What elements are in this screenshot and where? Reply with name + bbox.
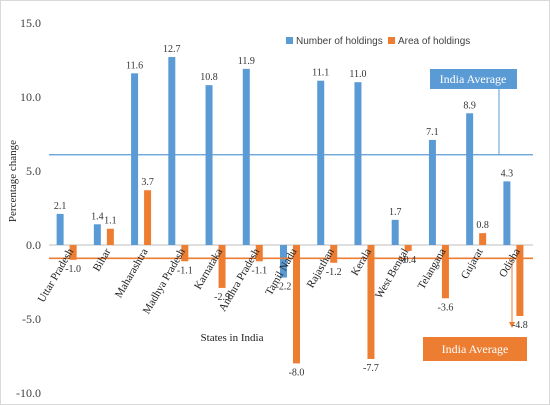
bar-area-of-holdings-andhra-pradesh: [255, 245, 263, 262]
bar-area-of-holdings-telangana: [441, 245, 449, 299]
data-label-number-of-holdings-uttar-pradesh: 2.1: [54, 201, 67, 212]
y-tick-label: 15.0: [20, 16, 41, 30]
bar-number-of-holdings-gujarat: [466, 113, 474, 245]
bar-area-of-holdings-maharashtra: [144, 190, 152, 245]
bar-number-of-holdings-maharashtra: [131, 73, 139, 245]
y-axis-title: Percentage change: [7, 140, 19, 222]
legend: Number of holdings Area of holdings: [286, 36, 470, 47]
category-label-gujarat: Gujarat: [459, 246, 486, 281]
legend-swatch-number-of-holdings: [286, 37, 293, 44]
data-label-area-of-holdings-uttar-pradesh: -1.0: [65, 264, 81, 275]
data-label-number-of-holdings-odisha: 4.3: [501, 168, 514, 179]
data-label-area-of-holdings-bihar: 1.1: [104, 216, 117, 227]
x-axis-title: States in India: [201, 332, 264, 344]
y-tick-label: 0.0: [26, 238, 41, 252]
category-label-bihar: Bihar: [91, 246, 114, 273]
data-label-area-of-holdings-telangana: -3.6: [438, 302, 454, 313]
bar-number-of-holdings-tamil-nadu: [280, 245, 287, 278]
bar-number-of-holdings-madhya-pradesh: [168, 57, 176, 245]
data-label-area-of-holdings-tamil-nadu: -8.0: [289, 367, 305, 378]
bar-number-of-holdings-telangana: [428, 139, 436, 245]
category-label-west-bengal: West Bengal: [373, 247, 411, 301]
bar-area-of-holdings-odisha: [516, 245, 524, 317]
bar-number-of-holdings-andhra-pradesh: [242, 68, 250, 245]
data-label-area-of-holdings-rajasthan: -1.2: [326, 267, 342, 278]
data-label-number-of-holdings-tamil-nadu: -2.2: [276, 282, 292, 293]
data-label-number-of-holdings-bihar: 1.4: [91, 211, 104, 222]
y-tick-label: -10.0: [16, 386, 41, 400]
callout-label-number-of-holdings: India Average: [440, 72, 507, 86]
data-label-number-of-holdings-maharashtra: 11.6: [126, 60, 143, 71]
data-label-number-of-holdings-kerala: 11.0: [349, 69, 366, 80]
legend-label-number-of-holdings: Number of holdings: [296, 36, 383, 47]
bar-number-of-holdings-west-bengal: [391, 219, 399, 245]
bar-number-of-holdings-bihar: [93, 224, 101, 245]
data-label-area-of-holdings-west-bengal: -0.4: [400, 255, 416, 266]
data-label-area-of-holdings-gujarat: 0.8: [476, 220, 489, 231]
y-tick-label: -5.0: [22, 312, 41, 326]
callout-box-number-of-holdings: [430, 69, 517, 89]
y-tick-label: 5.0: [26, 164, 41, 178]
data-label-number-of-holdings-karnataka: 10.8: [200, 72, 218, 83]
bar-area-of-holdings-madhya-pradesh: [181, 245, 189, 262]
data-label-area-of-holdings-odisha: -4.8: [512, 320, 528, 331]
bar-area-of-holdings-gujarat: [479, 233, 487, 245]
data-label-area-of-holdings-maharashtra: 3.7: [141, 177, 154, 188]
legend-swatch-area-of-holdings: [388, 37, 395, 44]
data-label-area-of-holdings-karnataka: -2.9: [214, 292, 230, 303]
bar-area-of-holdings-karnataka: [218, 245, 226, 288]
data-label-area-of-holdings-andhra-pradesh: -1.1: [251, 265, 267, 276]
bar-area-of-holdings-kerala: [367, 245, 375, 359]
data-label-number-of-holdings-west-bengal: 1.7: [389, 207, 402, 218]
data-label-number-of-holdings-rajasthan: 11.1: [312, 68, 329, 79]
data-label-area-of-holdings-kerala: -7.7: [363, 363, 379, 374]
callout-box-area-of-holdings: [423, 337, 527, 361]
bar-area-of-holdings-west-bengal: [404, 245, 412, 251]
data-label-number-of-holdings-telangana: 7.1: [426, 127, 439, 138]
bar-number-of-holdings-uttar-pradesh: [56, 213, 64, 245]
y-tick-label: 10.0: [20, 90, 41, 104]
callout-arrowhead-area-of-holdings: [509, 322, 515, 328]
data-label-number-of-holdings-andhra-pradesh: 11.9: [238, 56, 255, 67]
callout-label-area-of-holdings: India Average: [442, 342, 509, 356]
bar-area-of-holdings-rajasthan: [330, 245, 338, 263]
bar-number-of-holdings-odisha: [503, 181, 511, 245]
bar-area-of-holdings-bihar: [106, 228, 114, 245]
legend-label-area-of-holdings: Area of holdings: [398, 36, 470, 47]
bar-number-of-holdings-rajasthan: [317, 80, 325, 245]
bar-area-of-holdings-uttar-pradesh: [69, 245, 77, 260]
data-label-number-of-holdings-madhya-pradesh: 12.7: [163, 44, 181, 55]
category-label-uttar-pradesh: Uttar Pradesh: [36, 246, 77, 305]
data-label-area-of-holdings-madhya-pradesh: -1.1: [177, 265, 193, 276]
bar-number-of-holdings-kerala: [354, 82, 362, 245]
category-label-maharashtra: Maharashtra: [113, 246, 151, 300]
data-label-number-of-holdings-gujarat: 8.9: [463, 100, 476, 111]
bar-area-of-holdings-tamil-nadu: [293, 245, 300, 364]
bar-number-of-holdings-karnataka: [205, 85, 213, 245]
